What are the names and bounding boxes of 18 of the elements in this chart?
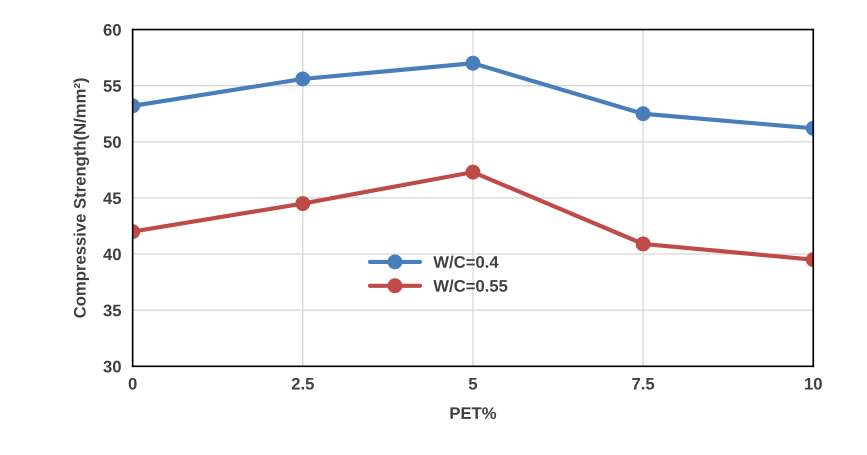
y-tick-label: 50	[104, 136, 121, 148]
legend-label: W/C=0.4	[433, 256, 499, 268]
x-tick-label: 2.5	[292, 378, 314, 390]
legend-label: W/C=0.55	[433, 280, 508, 292]
x-tick-label: 0	[128, 378, 137, 390]
y-axis-title: Compressive Strength(N/mm²)	[74, 78, 90, 318]
y-tick-label: 60	[104, 24, 121, 36]
x-tick-label: 10	[805, 378, 822, 390]
x-tick-label: 7.5	[632, 378, 654, 390]
y-tick-label: 35	[103, 304, 122, 316]
point	[465, 56, 480, 71]
y-tick-label: 45	[103, 192, 122, 204]
y-tick-label: 55	[104, 80, 122, 92]
point	[465, 164, 480, 180]
y-tick-label: 40	[103, 248, 121, 260]
x-axis-title: PET%	[450, 407, 496, 420]
x-tick-label: 5	[468, 378, 478, 390]
y-tick-label: 30	[103, 360, 121, 372]
